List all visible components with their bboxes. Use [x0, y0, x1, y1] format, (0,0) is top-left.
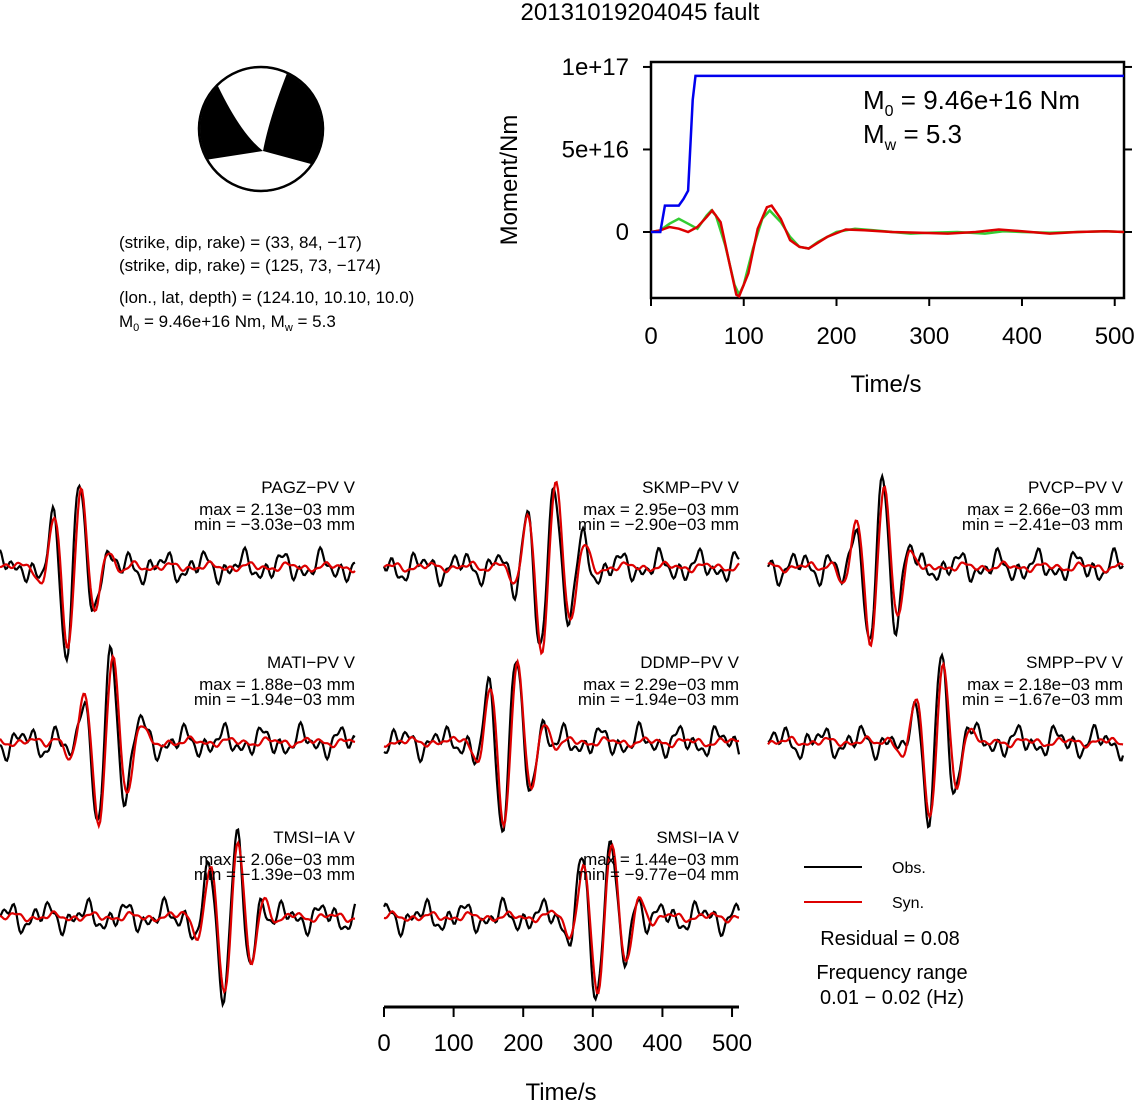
- moment-ytick-label: 0: [616, 219, 629, 246]
- moment-mw-label: Mw = 5.3: [863, 119, 962, 154]
- synthetic-trace: [0, 486, 356, 649]
- station-min: min = −2.41e−03 mm: [962, 515, 1123, 534]
- focal-mechanism-beachball: [197, 65, 325, 193]
- station-max: max = 2.95e−03 mm: [583, 500, 739, 519]
- observed-trace: [0, 483, 356, 664]
- beachball-compression-quadrant: [263, 73, 323, 164]
- synthetic-trace: [767, 485, 1124, 648]
- beachball-compression-quadrant: [200, 85, 263, 160]
- moment-axis-ticks: 0 5e+16 1e+17 0 100 200 300 400 500: [562, 54, 1135, 350]
- observed-trace: [383, 660, 741, 834]
- legend: Obs. Syn.: [804, 860, 926, 912]
- observed-trace: [382, 485, 740, 647]
- station-min: min = −1.39e−03 mm: [194, 865, 355, 884]
- nodal-plane-2: (strike, dip, rake) = (125, 73, −174): [119, 256, 381, 275]
- station-min: min = −1.94e−03 mm: [578, 690, 739, 709]
- moment-series-line: [650, 204, 1125, 299]
- synthetic-trace: [383, 480, 740, 656]
- moment-xtick-label: 0: [644, 323, 657, 350]
- station-name: PAGZ−PV V: [261, 478, 355, 497]
- moment-xtick-label: 500: [1095, 323, 1135, 350]
- station-max: max = 1.88e−03 mm: [199, 675, 355, 694]
- moment-rate-chart: 0 5e+16 1e+17 0 100 200 300 400 500 Moment/Nm Ti…: [496, 54, 1135, 398]
- synthetic-trace: [767, 661, 1124, 820]
- station-min: min = −2.90e−03 mm: [578, 515, 739, 534]
- moment-xtick-label: 200: [816, 323, 856, 350]
- moment-plot-frame: [649, 60, 1126, 300]
- waveform-axis-ticks: 0 100 200 300 400 500: [377, 1007, 752, 1057]
- moment-xtick-label: 400: [1002, 323, 1042, 350]
- moment-xlabel: Time/s: [850, 371, 921, 398]
- synthetic-trace: [383, 658, 740, 830]
- moment-ytick-label: 1e+17: [562, 54, 629, 81]
- observed-trace: [0, 643, 356, 823]
- waveform-xtick-label: 300: [573, 1030, 613, 1057]
- frequency-range-label: Frequency range: [816, 962, 967, 984]
- station-name: SMSI−IA V: [656, 828, 739, 847]
- station-name: PVCP−PV V: [1028, 478, 1124, 497]
- waveform-xlabel: Time/s: [525, 1079, 596, 1103]
- waveform-xtick-label: 100: [434, 1030, 474, 1057]
- station-min: min = −3.03e−03 mm: [194, 515, 355, 534]
- legend-syn-label: Syn.: [892, 895, 924, 912]
- nodal-plane-1: (strike, dip, rake) = (33, 84, −17): [119, 233, 362, 252]
- residual-label: Residual = 0.08: [820, 928, 960, 950]
- synthetic-trace: [0, 840, 356, 995]
- moment-series: [650, 74, 1125, 299]
- observed-trace: [767, 472, 1124, 642]
- observed-trace: [383, 840, 741, 1002]
- station-name: SMPP−PV V: [1026, 653, 1124, 672]
- waveform-xtick-label: 500: [712, 1030, 752, 1057]
- station-max: max = 2.66e−03 mm: [967, 500, 1123, 519]
- moment-xtick-label: 300: [909, 323, 949, 350]
- moment-series-line: [651, 74, 1124, 234]
- station-min: min = −1.94e−03 mm: [194, 690, 355, 709]
- moment-xtick-label: 100: [724, 323, 764, 350]
- moment-m0-label: M0 = 9.46e+16 Nm: [863, 85, 1080, 120]
- hypocenter-location: (lon., lat, depth) = (124.10, 10.10, 10.…: [119, 288, 414, 307]
- moment-summary: M0 = 9.46e+16 Nm, Mw = 5.3: [119, 312, 336, 334]
- waveform-xtick-label: 200: [503, 1030, 543, 1057]
- station-max: max = 2.13e−03 mm: [199, 500, 355, 519]
- observed-trace: [0, 827, 357, 1009]
- waveform-time-axis: 0 100 200 300 400 500 Time/s: [377, 1005, 752, 1103]
- figure-title: 20131019204045 fault: [521, 0, 760, 26]
- station-max: max = 1.44e−03 mm: [583, 850, 739, 869]
- waveform-xtick-label: 400: [642, 1030, 682, 1057]
- station-name: TMSI−IA V: [273, 828, 355, 847]
- moment-ytick-label: 5e+16: [562, 136, 629, 163]
- station-max: max = 2.29e−03 mm: [583, 675, 739, 694]
- station-max: max = 2.06e−03 mm: [199, 850, 355, 869]
- moment-ylabel: Moment/Nm: [496, 115, 523, 246]
- station-name: MATI−PV V: [267, 653, 356, 672]
- frequency-range-value: 0.01 − 0.02 (Hz): [820, 987, 964, 1009]
- legend-obs-label: Obs.: [892, 860, 926, 877]
- waveform-xtick-label: 0: [377, 1030, 390, 1057]
- station-name: SKMP−PV V: [642, 478, 740, 497]
- station-name: DDMP−PV V: [640, 653, 739, 672]
- station-min: min = −1.67e−03 mm: [962, 690, 1123, 709]
- synthetic-trace: [383, 842, 740, 995]
- station-max: max = 2.18e−03 mm: [967, 675, 1123, 694]
- synthetic-trace: [0, 653, 356, 830]
- station-min: min = −9.77e−04 mm: [578, 865, 739, 884]
